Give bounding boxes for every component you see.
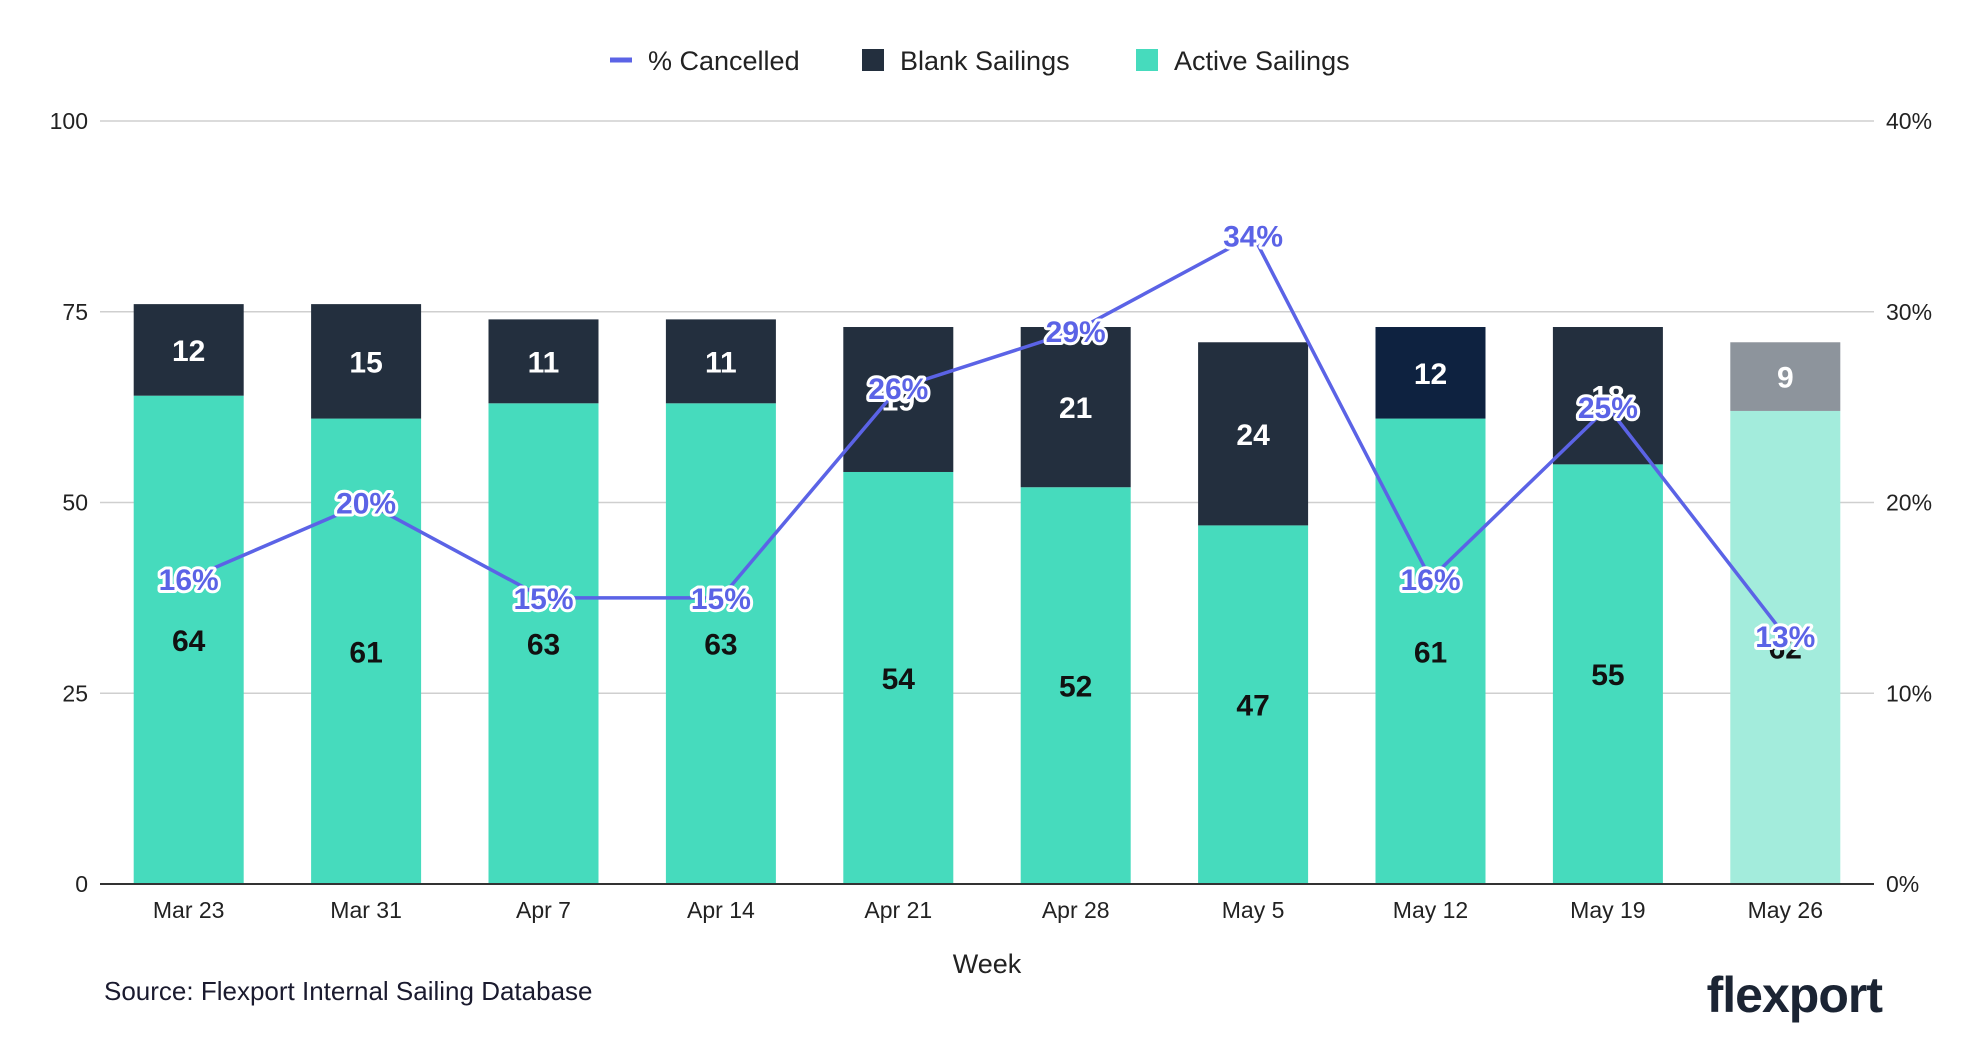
point-percent-cancelled-may-26 [1783,634,1788,639]
point-percent-cancelled-apr-14 [718,595,723,600]
x-tick-label-apr-21: Apr 21 [864,897,932,923]
legend-swatch-active-sailings [1136,49,1158,71]
label-percent-apr-28: 29% [1046,316,1106,349]
label-blank-apr-28: 21 [1059,392,1092,425]
bars [133,304,1841,884]
label-blank-may-5: 24 [1236,419,1270,452]
y2-tick-label-10: 10% [1886,680,1932,706]
label-percent-mar-23: 16% [159,564,219,597]
bar-active-mar-23 [133,395,244,884]
label-percent-may-26: 13% [1755,621,1815,654]
x-tick-label-may-5: May 5 [1222,897,1285,923]
label-active-may-5: 47 [1236,690,1269,723]
bar-active-may-12 [1375,418,1486,884]
legend-label-active-sailings: Active Sailings [1174,46,1350,76]
label-percent-mar-31: 20% [336,488,396,521]
x-tick-label-may-12: May 12 [1393,897,1468,923]
legend-swatch-blank-sailings [862,49,884,71]
bar-blank-apr-28 [1020,327,1131,488]
x-tick-label-apr-28: Apr 28 [1042,897,1110,923]
label-percent-may-19: 25% [1578,392,1638,425]
y2-tick-label-20: 20% [1886,490,1932,516]
point-percent-cancelled-apr-21 [896,386,901,391]
label-percent-apr-7: 15% [513,583,573,616]
x-tick-label-may-19: May 19 [1570,897,1645,923]
label-blank-apr-21: 19 [882,384,915,417]
label-blank-mar-23: 12 [172,335,205,368]
line-percent-cancelled [188,233,1787,638]
bar-active-may-19 [1552,464,1663,884]
bar-active-apr-14 [665,403,776,884]
bar-active-may-26 [1730,410,1841,884]
legend-item-cancelled: % Cancelled [610,46,800,76]
data-labels: 64 12 61 15 63 11 63 11 54 19 52 21 47 24 61 12 55 18 62 9 1… [156,217,1819,723]
bar-blank-mar-31 [311,304,422,419]
source-note: Source: Flexport Internal Sailing Databa… [104,976,593,1006]
y2-tick-label-30: 30% [1886,299,1932,325]
bar-active-apr-21 [843,471,954,884]
label-percent-apr-14: 15% [691,583,751,616]
point-percent-cancelled-may-12 [1428,576,1433,581]
x-tick-label-mar-31: Mar 31 [330,897,402,923]
y2-tick-label-0: 0% [1886,871,1919,897]
point-percent-cancelled-apr-7 [541,595,546,600]
bar-blank-apr-14 [665,319,776,404]
bar-blank-mar-23 [133,304,244,396]
label-active-mar-31: 61 [349,636,382,669]
point-percent-cancelled-may-19 [1605,405,1610,410]
label-percent-may-5: 34% [1223,220,1283,253]
y-tick-label-50: 50 [62,490,88,516]
x-tick-label-mar-23: Mar 23 [153,897,225,923]
bar-blank-apr-7 [488,319,599,404]
x-tick-label-may-26: May 26 [1748,897,1823,923]
x-tick-label-apr-7: Apr 7 [516,897,571,923]
bar-active-may-5 [1198,525,1309,884]
percent-cancelled-line [186,233,1788,639]
label-blank-may-26: 9 [1777,362,1794,395]
bar-blank-may-5 [1198,342,1309,526]
x-axis-title: Week [953,949,1022,979]
label-active-apr-7: 63 [527,629,560,662]
y-tick-label-0: 0 [75,871,88,897]
label-blank-apr-7: 11 [528,346,560,379]
point-percent-cancelled-mar-31 [364,500,369,505]
label-active-apr-14: 63 [704,629,737,662]
label-active-may-19: 55 [1591,659,1624,692]
point-percent-cancelled-may-5 [1251,233,1256,238]
label-percent-apr-21: 26% [868,373,928,406]
point-percent-cancelled-apr-28 [1073,328,1078,333]
legend-item-active-sailings: Active Sailings [1136,46,1350,76]
legend-label-blank-sailings: Blank Sailings [900,46,1070,76]
label-blank-may-19: 18 [1591,381,1624,414]
bar-blank-apr-21 [843,327,954,472]
bar-blank-may-26 [1730,342,1841,411]
legend-item-blank-sailings: Blank Sailings [862,46,1070,76]
bar-blank-may-12 [1375,327,1486,419]
label-active-mar-23: 64 [172,625,206,658]
label-blank-may-12: 12 [1414,358,1447,391]
legend-label-cancelled: % Cancelled [648,46,800,76]
bar-active-mar-31 [311,418,422,884]
label-active-apr-21: 54 [882,663,916,696]
label-active-may-26: 62 [1769,632,1802,665]
label-blank-mar-31: 15 [349,346,382,379]
legend: % Cancelled Blank Sailings Active Sailings [610,46,1350,76]
y-tick-label-25: 25 [62,680,88,706]
label-blank-apr-14: 11 [705,346,737,379]
label-active-apr-28: 52 [1059,671,1092,704]
point-percent-cancelled-mar-23 [186,576,191,581]
bar-active-apr-28 [1020,487,1131,884]
y-tick-label-75: 75 [62,299,88,325]
flexport-logo: flexport [1707,967,1884,1023]
y-tick-label-100: 100 [50,108,88,134]
y2-tick-label-40: 40% [1886,108,1932,134]
label-active-may-12: 61 [1414,636,1447,669]
label-percent-may-12: 16% [1400,564,1460,597]
bar-active-apr-7 [488,403,599,884]
x-tick-label-apr-14: Apr 14 [687,897,755,923]
axes: 0 25 50 75 100 0% 10% 20% 30% 40% Mar 23 Mar 31 Apr … [50,108,1932,923]
